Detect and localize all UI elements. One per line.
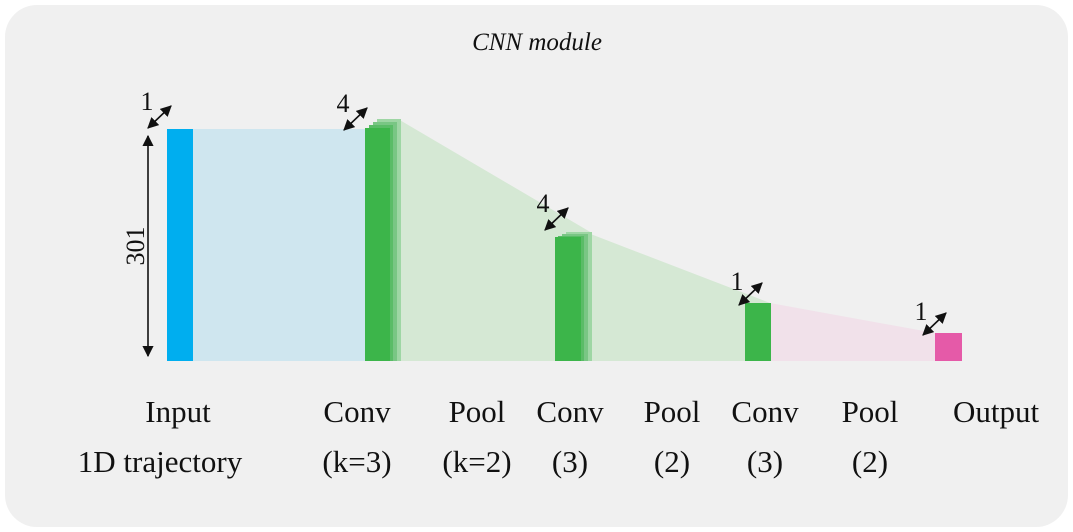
input-projection [193,129,365,361]
conv-layer [745,303,771,361]
dimension-label: 301 [121,227,150,266]
depth-arrow [922,312,947,336]
column-label: Conv [536,394,604,429]
column-label: Conv [731,394,799,429]
column-label: Pool [449,394,506,429]
column-label: Input [145,394,211,429]
column-label: Output [953,394,1040,429]
column-sublabel: 1D trajectory [78,444,243,479]
conv-layer [365,128,390,361]
column-sublabel: (3) [552,444,588,479]
column-label: Conv [323,394,391,429]
depth-label: 1 [141,87,154,116]
output-layer [935,333,962,361]
input-layer [167,129,193,361]
column-label: Pool [842,394,899,429]
depth-label: 1 [731,267,744,296]
conv-projection [588,233,770,361]
depth-arrow [544,207,569,231]
column-sublabel: (2) [654,444,690,479]
output-projection [770,303,935,361]
column-sublabel: (k=3) [322,444,391,479]
column-label: Pool [644,394,701,429]
depth-arrow [147,105,172,129]
depth-label: 4 [337,89,350,118]
depth-label: 4 [537,189,550,218]
column-sublabel: (k=2) [442,444,511,479]
column-sublabel: (2) [852,444,888,479]
conv-projection [398,119,592,361]
depth-label: 1 [915,297,928,326]
depth-arrow [738,282,763,306]
module-title: CNN module [472,29,602,56]
column-sublabel: (3) [747,444,783,479]
depth-arrow [343,107,368,131]
conv-layer [555,237,581,361]
